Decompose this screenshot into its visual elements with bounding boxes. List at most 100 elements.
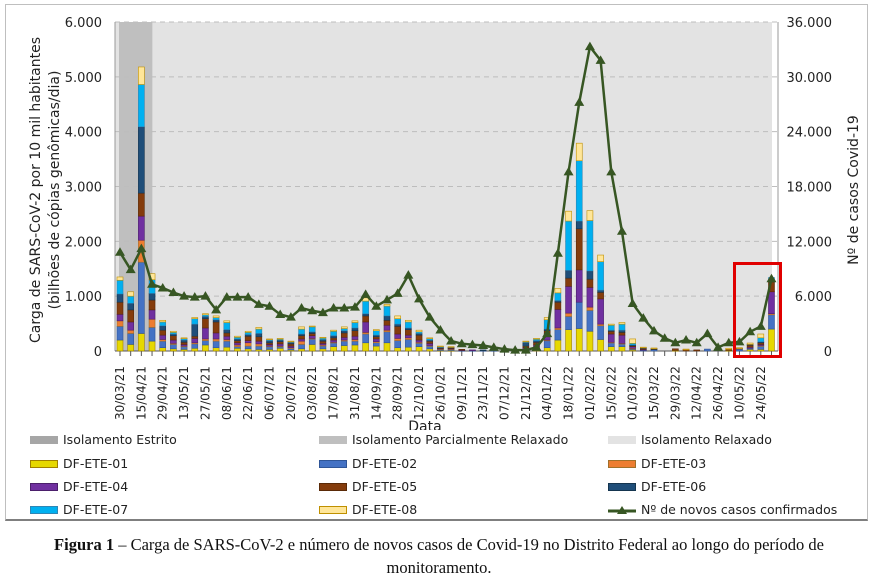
bar-segment-df-ete-04: [308, 335, 316, 339]
bar-segment-df-ete-05: [191, 335, 199, 339]
bar-segment-df-ete-05: [618, 332, 626, 336]
bar-segment-df-ete-07: [212, 317, 220, 321]
bar-segment-df-ete-07: [340, 328, 348, 332]
bar-segment-df-ete-02: [159, 340, 167, 349]
x-tick-label: 12/10/21: [412, 366, 426, 420]
bar-segment-df-ete-02: [308, 338, 316, 345]
bar-segment-df-ete-02: [298, 344, 305, 350]
bar-segment-df-ete-08: [575, 142, 583, 162]
bar-segment-df-ete-06: [330, 335, 337, 339]
bar-segment-df-ete-04: [415, 339, 423, 343]
x-tick-label: 18/01/22: [562, 366, 576, 420]
bar-segment-df-ete-02: [543, 340, 551, 349]
bar-segment-df-ete-03: [255, 343, 263, 347]
bar-segment-df-ete-01: [394, 347, 401, 352]
cases-marker: [168, 287, 179, 297]
bar-segment-df-ete-04: [202, 327, 209, 340]
bar-segment-df-ete-08: [138, 66, 145, 85]
bar-segment-df-ete-08: [757, 333, 765, 339]
legend-label: DF-ETE-06: [641, 479, 707, 494]
bar-segment-df-ete-08: [522, 340, 530, 343]
cases-marker: [392, 288, 403, 297]
bar-segment-df-ete-08: [223, 320, 231, 323]
cases-marker: [467, 339, 478, 349]
legend-label: DF-ETE-08: [352, 502, 418, 517]
legend-label: DF-ETE-04: [63, 479, 129, 494]
bar-segment-df-ete-06: [223, 329, 231, 334]
cases-marker: [264, 301, 275, 310]
bar-segment-df-ete-08: [202, 313, 209, 316]
cases-marker: [713, 342, 724, 351]
bar-segment-df-ete-02: [362, 333, 369, 344]
bar-segment-df-ete-06: [597, 289, 604, 293]
bar-segment-df-ete-03: [116, 320, 124, 327]
bar-segment-df-ete-04: [405, 334, 412, 339]
bar-segment-df-ete-02: [330, 342, 337, 347]
cases-marker: [382, 294, 392, 304]
bar-segment-df-ete-07: [351, 322, 359, 329]
bar-segment-df-ete-02: [340, 340, 348, 346]
bar-segment-df-ete-04: [373, 338, 380, 342]
cases-marker: [691, 337, 702, 347]
cases-marker: [328, 303, 339, 312]
legend-label: Isolamento Relaxado: [641, 432, 772, 447]
x-tick-label: 29/04/21: [156, 366, 170, 420]
bar-segment-df-ete-08: [170, 330, 177, 333]
bar-segment-df-ete-05: [394, 326, 401, 335]
bar-segment-df-ete-05: [170, 335, 177, 341]
x-tick-label: 15/02/22: [604, 366, 618, 420]
bar-segment-df-ete-06: [148, 293, 156, 301]
y-tick-label: 6.000: [65, 16, 102, 31]
bar-segment-df-ete-04: [586, 287, 594, 308]
cases-marker: [627, 298, 638, 307]
bar-segment-df-ete-04: [212, 332, 220, 340]
bar-segment-df-ete-04: [426, 343, 434, 346]
cases-marker: [232, 292, 243, 301]
bar-segment-df-ete-01: [340, 345, 348, 352]
bar-segment-df-ete-05: [575, 228, 583, 271]
bar-segment-df-ete-07: [373, 330, 380, 336]
bar-segment-df-ete-01: [170, 348, 177, 352]
y2-tick-label: 30.000: [787, 71, 833, 86]
bar-segment-df-ete-05: [202, 318, 209, 329]
cases-marker: [403, 270, 414, 279]
bar-segment-df-ete-06: [479, 349, 487, 352]
cases-marker: [734, 336, 745, 346]
cases-marker: [755, 321, 766, 330]
bar-segment-df-ete-01: [351, 344, 359, 352]
x-tick-label: 15/04/21: [134, 366, 148, 420]
bar-segment-df-ete-07: [554, 292, 562, 301]
x-axis-title: Data: [408, 419, 441, 430]
cases-marker: [424, 312, 435, 321]
cases-marker: [659, 333, 670, 342]
cases-marker: [520, 345, 531, 354]
bar-segment-df-ete-01: [308, 344, 316, 352]
legend-swatch: [30, 459, 58, 468]
bar-segment-df-ete-02: [554, 329, 562, 341]
cases-marker: [745, 326, 756, 336]
y-axis-title-line2: (bilhões de cópias genômicas/dia): [47, 71, 63, 310]
bar-segment-df-ete-06: [383, 315, 391, 321]
bar-segment-df-ete-04: [255, 340, 263, 345]
bar-segment-df-ete-02: [597, 325, 604, 340]
bar-segment-df-ete-05: [287, 343, 295, 347]
bar-segment-df-ete-08: [725, 347, 733, 350]
bar-segment-df-ete-07: [298, 328, 305, 335]
bar-segment-df-ete-02: [415, 343, 423, 347]
bar-segment-df-ete-05: [373, 336, 380, 340]
bar-segment-df-ete-05: [148, 299, 156, 311]
bar-segment-df-ete-04: [276, 343, 284, 347]
bar-segment-df-ete-08: [415, 329, 423, 333]
cases-marker: [488, 342, 499, 351]
legend-label: Isolamento Parcialmente Relaxado: [352, 432, 569, 447]
bar-segment-df-ete-05: [308, 333, 316, 336]
bar-segment-df-ete-08: [276, 338, 284, 340]
x-tick-label: 01/02/22: [583, 366, 597, 420]
x-tick-label: 15/03/22: [647, 366, 661, 420]
bar-segment-df-ete-02: [138, 261, 145, 334]
bar-segment-df-ete-04: [138, 215, 145, 241]
legend-swatch: [319, 459, 347, 468]
bar-segment-df-ete-06: [255, 333, 263, 338]
bar-segment-df-ete-05: [244, 335, 252, 341]
bar-segment-df-ete-08: [682, 348, 690, 351]
